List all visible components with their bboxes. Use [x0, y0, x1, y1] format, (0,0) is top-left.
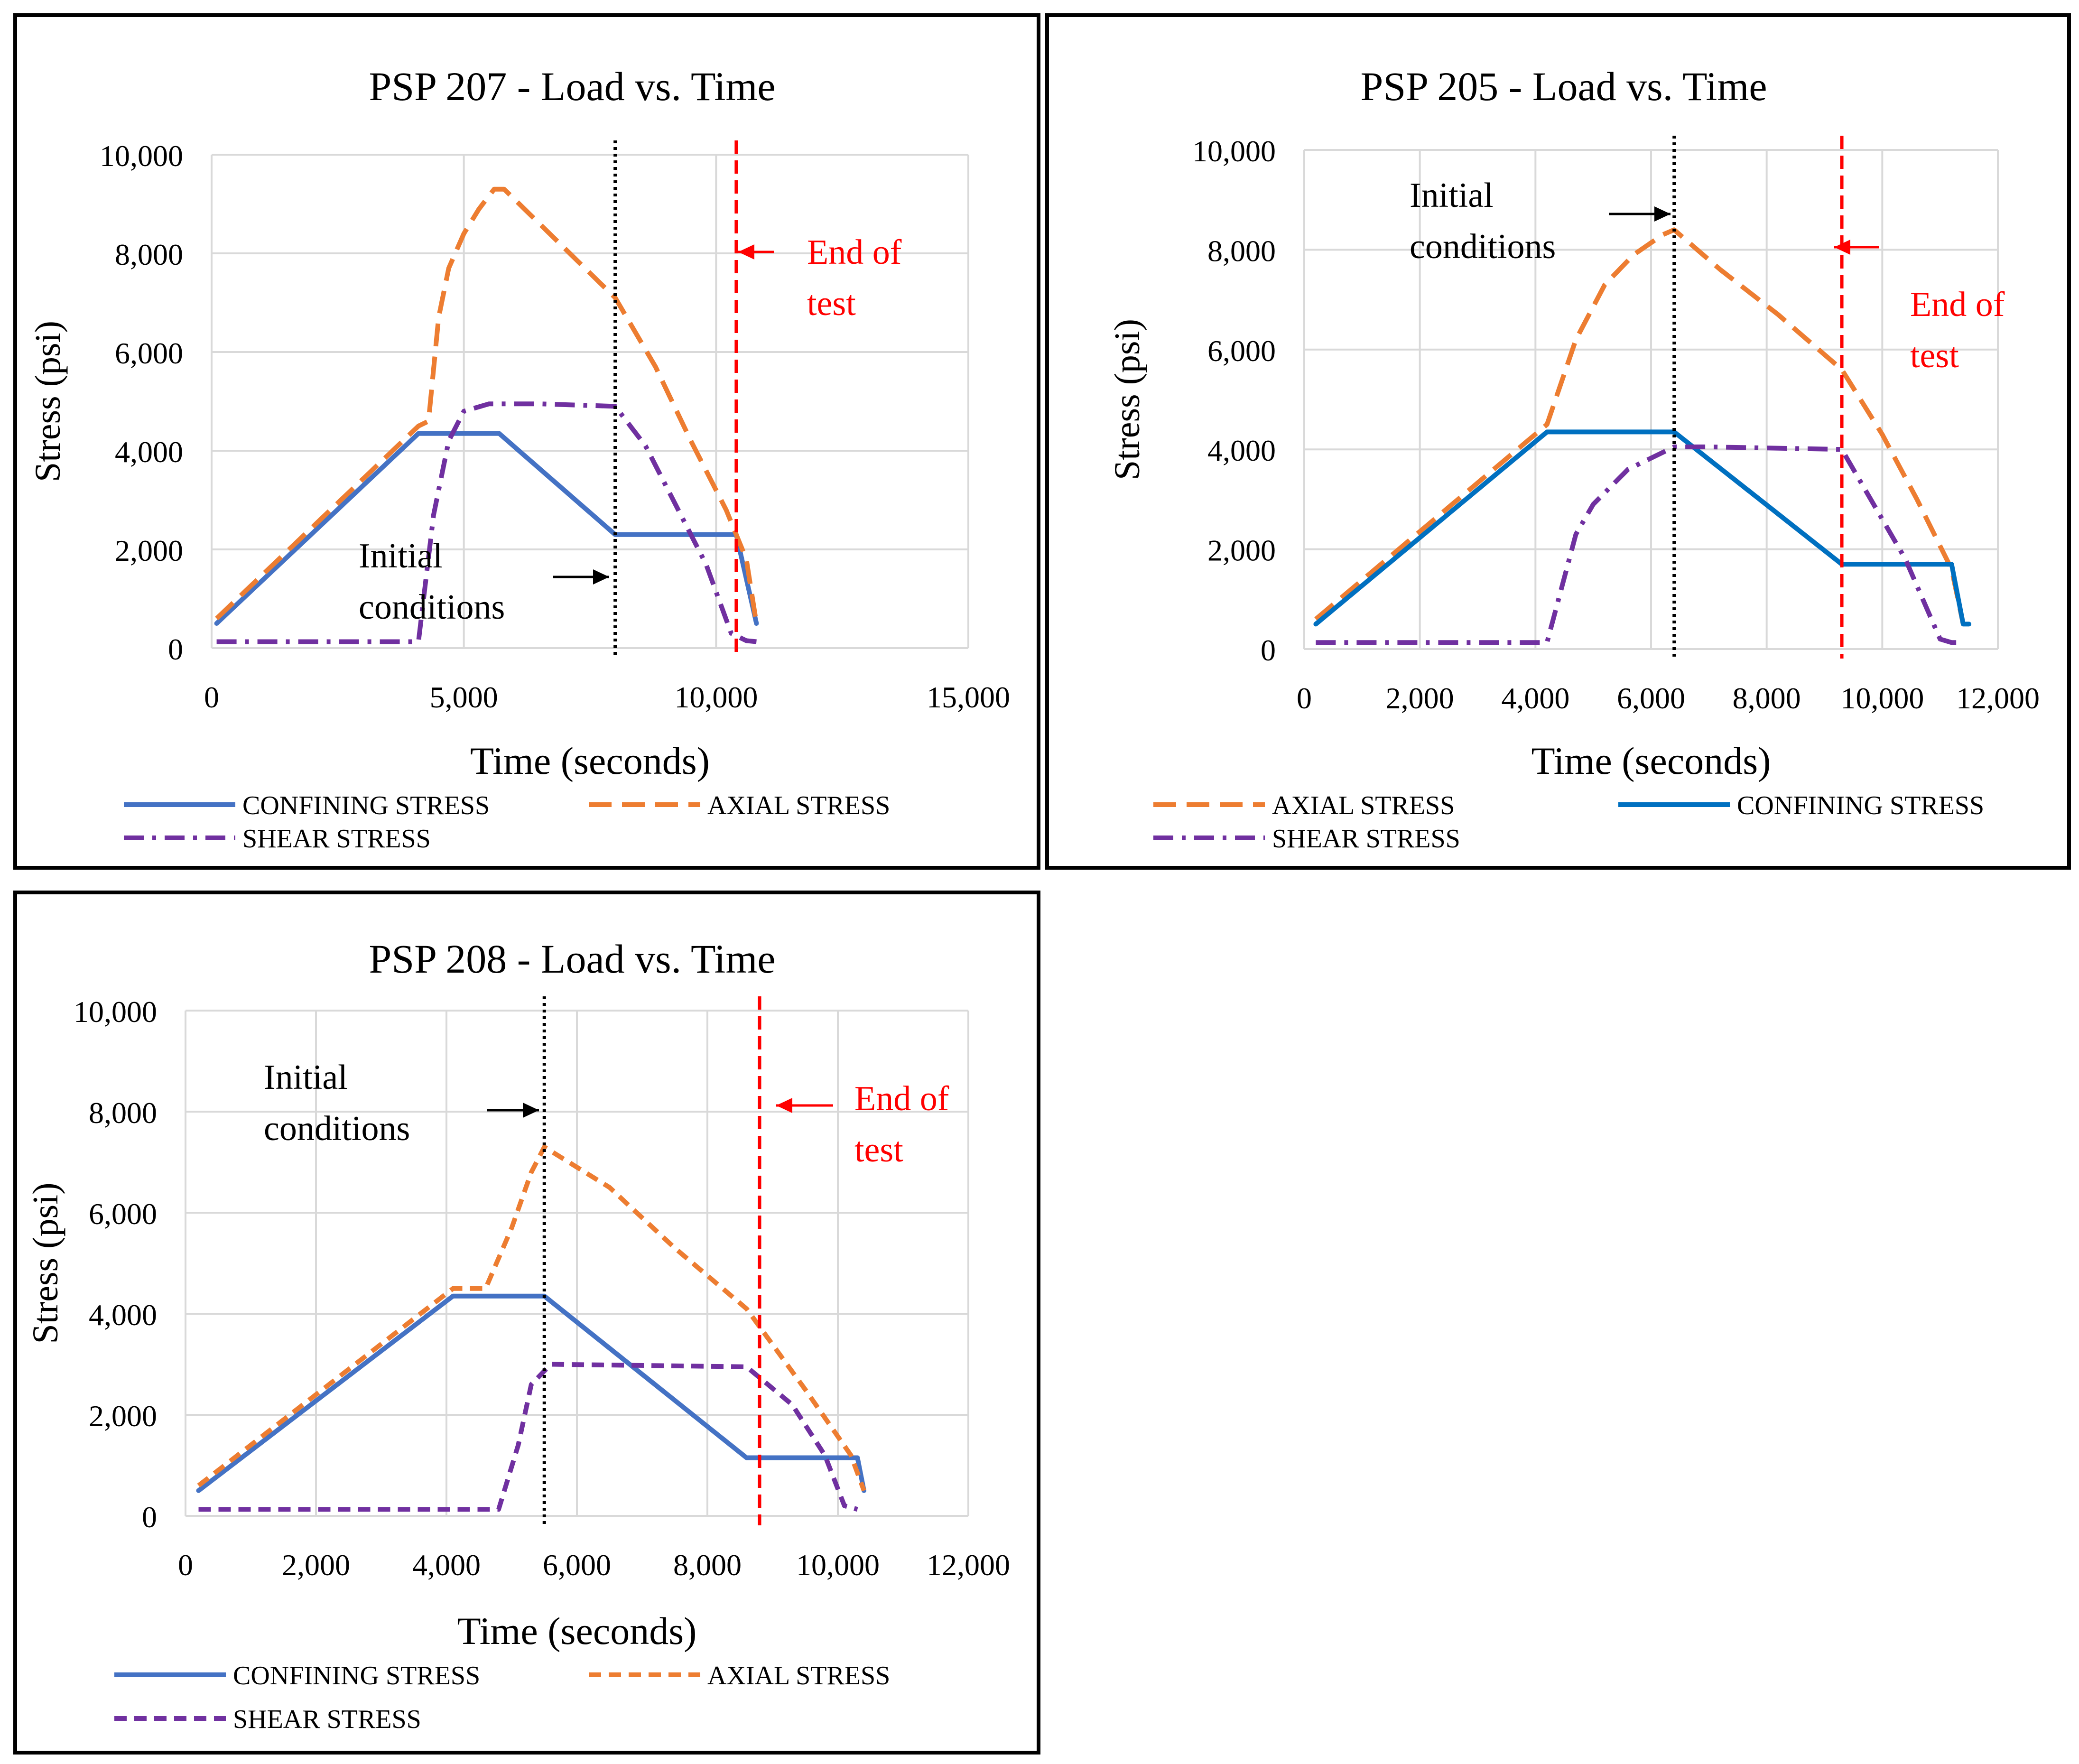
x-tick-label: 2,000 — [1386, 681, 1454, 715]
initial-conditions-label: conditions — [1410, 227, 1556, 266]
x-tick-label: 12,000 — [927, 1548, 1010, 1582]
x-tick-label: 10,000 — [796, 1548, 880, 1582]
chart-panel-psp205: PSP 205 - Load vs. Time 0 2,000 4,000 6,000 8… — [1045, 13, 2071, 870]
initial-conditions-label: Initial — [1410, 176, 1494, 215]
y-axis-label: Stress (psi) — [28, 321, 68, 482]
y-tick-label: 2,000 — [115, 534, 183, 567]
y-tick-label: 8,000 — [1207, 234, 1276, 268]
legend-label: CONFINING STRESS — [1737, 791, 1984, 820]
chart-panel-psp207: PSP 207 - Load vs. Time 0 2,000 4,000 6,000 8… — [13, 13, 1040, 870]
end-of-test-label: End of — [1910, 285, 2005, 324]
y-tick-label: 10,000 — [1192, 134, 1276, 168]
x-tick-label: 10,000 — [674, 680, 758, 714]
y-tick-label: 8,000 — [115, 238, 183, 271]
x-tick-label: 15,000 — [927, 680, 1010, 714]
x-axis-label: Time (seconds) — [1531, 739, 1771, 782]
end-of-test-label: test — [854, 1131, 903, 1170]
y-tick-label: 4,000 — [1207, 434, 1276, 467]
chart-psp207: PSP 207 - Load vs. Time 0 2,000 4,000 6,000 8… — [28, 64, 1010, 854]
x-tick-label: 0 — [204, 680, 219, 714]
series-line — [214, 431, 759, 626]
chart-title: PSP 205 - Load vs. Time — [1360, 64, 1767, 109]
legend-label: AXIAL STRESS — [707, 1661, 890, 1690]
annotation-arrow-head — [1834, 240, 1850, 255]
end-of-test-label: End of — [854, 1079, 949, 1118]
chart-psp205: PSP 205 - Load vs. Time 0 2,000 4,000 6,000 8… — [1107, 64, 2040, 854]
series-line — [216, 401, 757, 644]
x-tick-label: 6,000 — [1617, 681, 1685, 715]
y-tick-label: 0 — [1261, 633, 1276, 667]
y-tick-label: 6,000 — [89, 1197, 157, 1231]
x-tick-label: 0 — [1297, 681, 1312, 715]
chart-psp208: PSP 208 - Load vs. Time 0 2,000 4,000 6,000 8… — [26, 936, 1010, 1734]
annotation-arrow-head — [593, 569, 609, 585]
annotation-arrow-head — [738, 244, 754, 260]
series-line — [1316, 444, 1963, 645]
x-tick-label: 8,000 — [1733, 681, 1801, 715]
y-tick-label: 0 — [142, 1500, 157, 1534]
annotation-arrow-head — [776, 1098, 792, 1113]
legend-label: SHEAR STRESS — [242, 824, 431, 854]
chart-panel-psp208: PSP 208 - Load vs. Time 0 2,000 4,000 6,000 8… — [13, 891, 1040, 1755]
y-tick-label: 6,000 — [1207, 334, 1276, 368]
series-line — [1313, 429, 1972, 627]
x-tick-label: 4,000 — [1501, 681, 1569, 715]
legend-label: CONFINING STRESS — [242, 791, 490, 820]
chart-title: PSP 207 - Load vs. Time — [369, 64, 775, 109]
annotation-arrow-head — [523, 1103, 539, 1118]
initial-conditions-label: Initial — [264, 1058, 348, 1097]
series-line — [215, 186, 759, 624]
x-tick-label: 4,000 — [412, 1548, 481, 1582]
end-of-test-label: test — [1910, 336, 1959, 375]
x-tick-label: 0 — [178, 1548, 193, 1582]
series-line — [196, 1293, 866, 1493]
x-axis-label: Time (seconds) — [457, 1609, 697, 1653]
legend-label: SHEAR STRESS — [1272, 824, 1460, 854]
y-tick-label: 2,000 — [89, 1399, 157, 1433]
y-tick-label: 8,000 — [89, 1096, 157, 1130]
x-tick-label: 6,000 — [543, 1548, 611, 1582]
initial-conditions-label: Initial — [359, 537, 443, 576]
end-of-test-label: test — [807, 284, 856, 323]
legend-label: CONFINING STRESS — [233, 1661, 480, 1690]
y-axis-label: Stress (psi) — [26, 1183, 65, 1344]
y-tick-label: 6,000 — [115, 336, 183, 370]
legend-label: SHEAR STRESS — [233, 1705, 421, 1734]
initial-conditions-label: conditions — [359, 588, 505, 627]
series-line — [198, 1362, 858, 1512]
legend-label: AXIAL STRESS — [1272, 791, 1455, 820]
annotation-arrow-head — [1654, 206, 1671, 222]
legend-label: AXIAL STRESS — [707, 791, 890, 820]
end-of-test-label: End of — [807, 233, 902, 272]
y-axis-label: Stress (psi) — [1107, 319, 1147, 480]
x-tick-label: 8,000 — [673, 1548, 742, 1582]
x-tick-label: 2,000 — [282, 1548, 350, 1582]
x-axis-label: Time (seconds) — [470, 739, 710, 782]
series-line — [197, 1144, 866, 1492]
initial-conditions-label: conditions — [264, 1109, 410, 1148]
series-line — [1314, 227, 1966, 625]
y-tick-label: 10,000 — [74, 995, 157, 1029]
x-tick-label: 10,000 — [1840, 681, 1924, 715]
y-tick-label: 4,000 — [115, 435, 183, 469]
y-tick-label: 10,000 — [100, 139, 183, 173]
y-tick-label: 0 — [168, 632, 183, 666]
chart-title: PSP 208 - Load vs. Time — [369, 936, 775, 982]
x-tick-label: 5,000 — [430, 680, 498, 714]
y-tick-label: 2,000 — [1207, 534, 1276, 567]
y-tick-label: 4,000 — [89, 1298, 157, 1332]
x-tick-label: 12,000 — [1956, 681, 2040, 715]
